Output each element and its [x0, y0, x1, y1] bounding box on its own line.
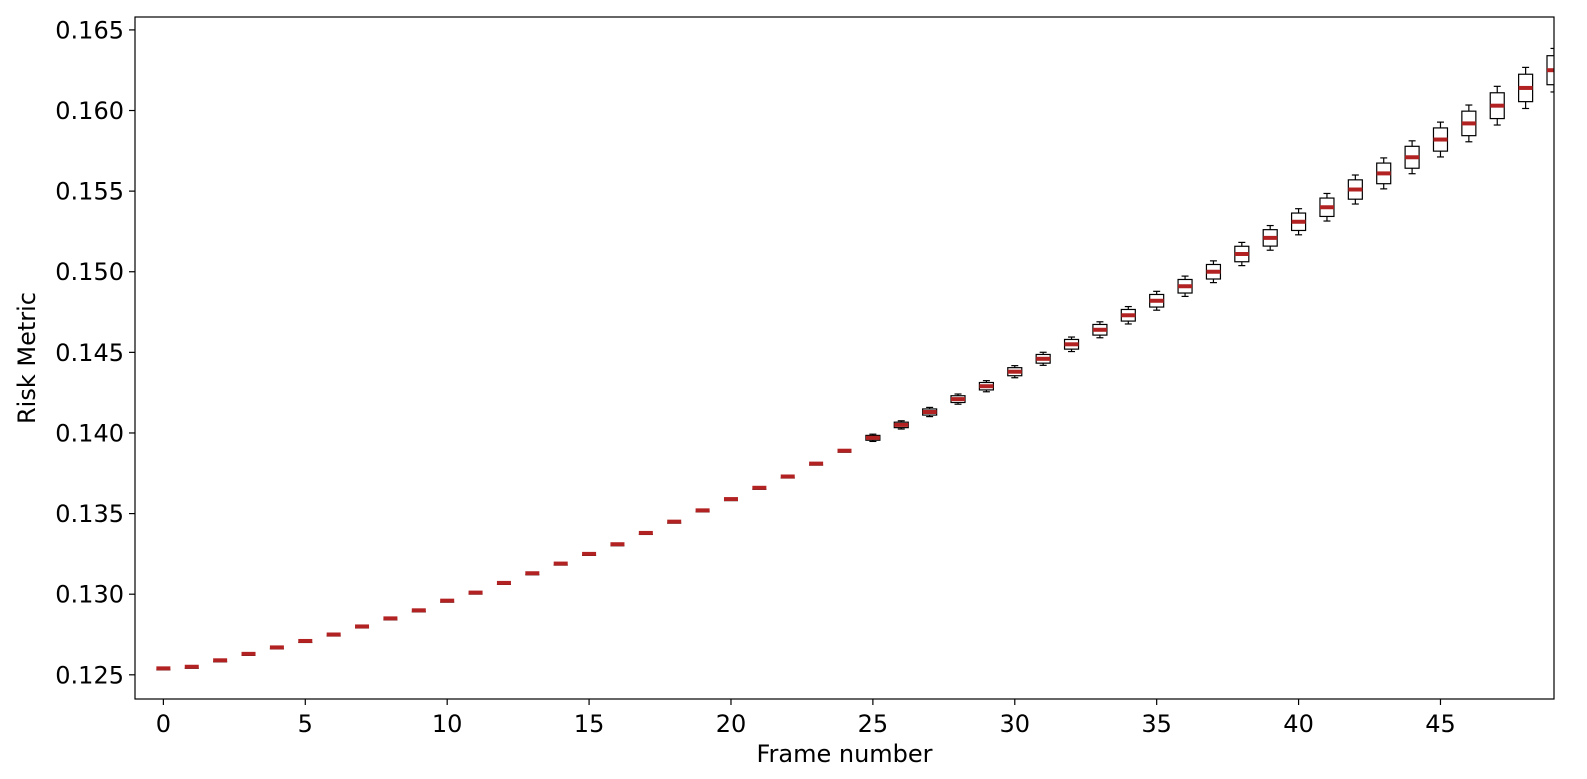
box-frame-13 — [525, 571, 540, 576]
x-tick-label-5: 5 — [298, 710, 313, 738]
box-frame-10 — [440, 598, 455, 603]
box-frame-23 — [809, 461, 824, 466]
box-frame-6 — [326, 632, 341, 637]
box-frame-4 — [269, 645, 284, 650]
box-frame-37 — [1205, 260, 1222, 284]
box-frame-48 — [1518, 66, 1534, 110]
x-tick-label-0: 0 — [156, 710, 171, 738]
box-frame-45 — [1432, 121, 1449, 158]
box-frame-14 — [553, 561, 568, 566]
box-frame-7 — [355, 624, 370, 629]
box-frame-24 — [837, 448, 852, 453]
x-tick-label-45: 45 — [1425, 710, 1456, 738]
y-tick-label-1: 0.130 — [55, 581, 124, 609]
box-frame-49 — [1546, 47, 1554, 93]
box-frame-35 — [1149, 290, 1165, 311]
x-tick-label-30: 30 — [1000, 710, 1031, 738]
boxes-group — [156, 47, 1554, 671]
box-frame-47 — [1489, 85, 1505, 126]
box-frame-46 — [1461, 104, 1477, 143]
box-frame-39 — [1262, 224, 1278, 251]
box-frame-11 — [468, 590, 483, 595]
box-frame-26 — [893, 420, 909, 430]
y-tick-label-4: 0.145 — [55, 339, 124, 367]
x-tick-label-25: 25 — [858, 710, 889, 738]
box-frame-41 — [1319, 192, 1335, 222]
y-tick-label-3: 0.140 — [55, 419, 124, 447]
box-frame-31 — [1035, 351, 1051, 366]
box-frame-21 — [752, 485, 767, 490]
box-frame-30 — [1007, 365, 1023, 379]
box-frame-32 — [1063, 336, 1080, 353]
box-frame-16 — [610, 542, 625, 547]
plot-frame — [134, 16, 1555, 700]
box-frame-20 — [723, 497, 738, 502]
y-tick-label-0: 0.125 — [55, 661, 124, 689]
box-frame-18 — [667, 519, 682, 524]
x-tick-label-40: 40 — [1283, 710, 1314, 738]
box-frame-22 — [780, 474, 795, 479]
box-frame-42 — [1347, 174, 1363, 205]
box-frame-34 — [1120, 305, 1136, 325]
box-frame-28 — [950, 393, 966, 405]
y-tick-label-6: 0.155 — [55, 178, 124, 206]
plot-layer — [156, 47, 1554, 671]
box-frame-19 — [695, 508, 710, 513]
x-tick-label-20: 20 — [716, 710, 747, 738]
y-tick-label-5: 0.150 — [55, 258, 124, 286]
box-frame-25 — [865, 433, 881, 443]
y-tick-label-7: 0.160 — [55, 97, 124, 125]
box-frame-12 — [496, 580, 511, 586]
box-frame-5 — [298, 638, 313, 644]
x-tick-label-10: 10 — [432, 710, 463, 738]
y-tick-label-8: 0.165 — [55, 16, 124, 44]
box-frame-40 — [1290, 208, 1307, 236]
box-frame-43 — [1376, 157, 1392, 190]
x-tick-label-15: 15 — [574, 710, 605, 738]
box-frame-2 — [213, 658, 228, 663]
y-axis-label: Risk Metric — [13, 292, 41, 424]
box-frame-17 — [638, 530, 653, 536]
box-frame-27 — [922, 406, 938, 418]
x-tick-label-35: 35 — [1141, 710, 1172, 738]
box-frame-9 — [411, 608, 426, 613]
box-frame-1 — [184, 664, 199, 669]
y-tick-label-2: 0.135 — [55, 500, 124, 528]
box-frame-3 — [241, 651, 256, 656]
box-frame-8 — [383, 616, 398, 621]
box-frame-33 — [1092, 321, 1108, 339]
x-axis-label: Frame number — [756, 740, 932, 768]
box-frame-15 — [582, 551, 597, 556]
axes-layer: 0 5 10 15 20 25 30 35 40 45 0.125 0.130 0.135 0.140 0.… — [55, 16, 1455, 738]
box-frame-38 — [1234, 241, 1250, 267]
box-frame-29 — [978, 380, 995, 393]
box-frame-36 — [1177, 275, 1193, 298]
box-frame-0 — [156, 666, 171, 671]
box-frame-44 — [1404, 140, 1420, 175]
